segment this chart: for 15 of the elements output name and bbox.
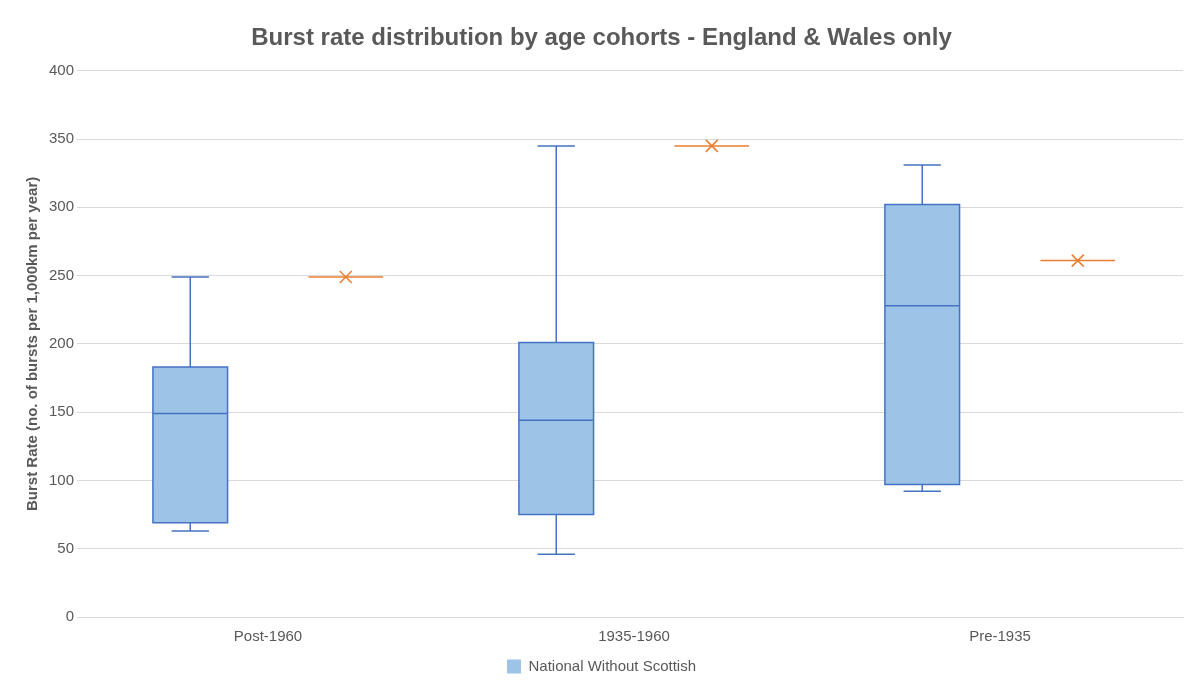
- y-tick-label: 300: [49, 197, 75, 215]
- y-tick-label: 250: [49, 265, 75, 283]
- y-tick-label: 0: [65, 607, 75, 625]
- y-tick-label: 400: [49, 60, 75, 78]
- y-tick-label: 100: [49, 470, 75, 488]
- x-tick-label: Pre-1935: [969, 627, 1031, 645]
- legend-label: National Without Scottish: [528, 656, 697, 674]
- x-tick-label: Post-1960: [233, 627, 303, 645]
- y-tick-label: 50: [57, 538, 75, 556]
- y-tick-label: 350: [49, 129, 75, 147]
- y-tick-label: 200: [49, 334, 75, 352]
- y-axis-title: Burst Rate (no. of bursts per 1,000km per year): [23, 176, 41, 512]
- y-tick-label: 150: [49, 402, 75, 420]
- chart-title: Burst rate distribution by age cohorts - England & Wales only: [251, 23, 953, 51]
- x-tick-label: 1935-1960: [598, 627, 670, 645]
